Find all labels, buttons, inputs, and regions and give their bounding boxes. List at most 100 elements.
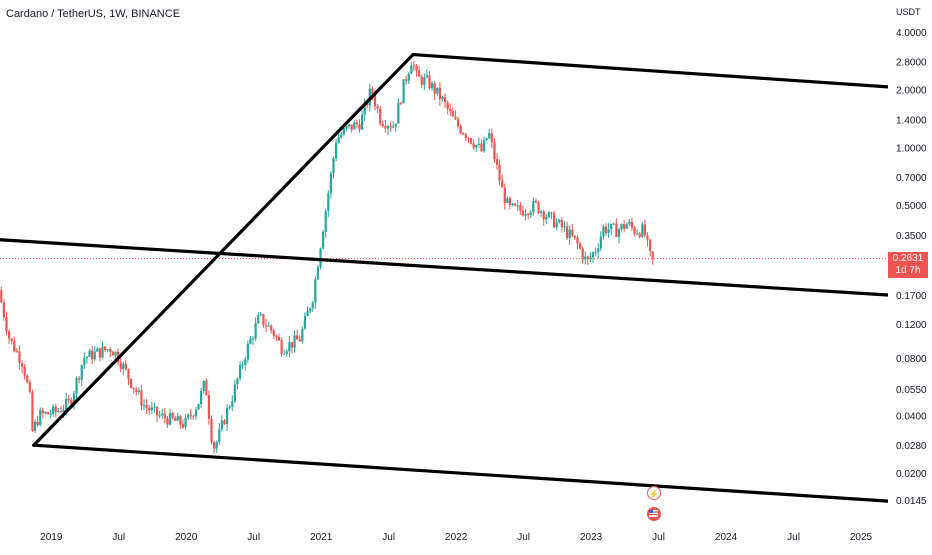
candle-body [589, 257, 592, 260]
candle [436, 87, 439, 96]
candle [490, 128, 493, 149]
candle [591, 251, 595, 264]
candle-body [428, 75, 431, 89]
candle [52, 404, 55, 418]
trendline[interactable] [32, 443, 888, 503]
price-tick-label: 0.0280 [896, 441, 927, 452]
candle-body [52, 406, 55, 415]
price-tick-label: 0.0400 [896, 411, 927, 422]
candle-body [451, 111, 454, 117]
candle-body [407, 73, 410, 81]
candle [18, 345, 21, 370]
candle [389, 121, 392, 132]
candle [384, 119, 387, 133]
candle-body [137, 390, 140, 392]
time-tick-label: Jul [517, 532, 531, 543]
candle-body [155, 406, 159, 416]
candle-body [75, 378, 78, 394]
candle [104, 346, 107, 352]
candle [324, 208, 327, 238]
candle-body [275, 335, 278, 337]
candle [521, 205, 525, 217]
candle-body [571, 229, 574, 236]
candle-body [389, 126, 392, 128]
price-tick-label: 2.8000 [896, 58, 927, 69]
trendline[interactable] [32, 52, 415, 447]
us-flag-icon[interactable] [647, 507, 661, 521]
candle [641, 221, 644, 238]
candle-body [568, 229, 571, 239]
candle-body [225, 407, 229, 425]
candle-body [462, 133, 465, 135]
candle-body [39, 410, 42, 425]
candle [602, 224, 605, 240]
trendline[interactable] [0, 238, 888, 297]
candle-body [560, 219, 563, 228]
candle [360, 109, 364, 131]
candle-body [350, 124, 353, 130]
candle [168, 408, 172, 426]
candle-body [7, 331, 11, 339]
candle [174, 415, 177, 421]
candle [270, 324, 273, 334]
candle [545, 214, 548, 224]
candle-body [298, 339, 301, 342]
candle-body [127, 369, 130, 379]
candle [376, 104, 379, 114]
time-axis[interactable]: 2019 Jul 2020 Jul 2021 Jul 2022 Jul 2023 Jul 2024 J… [0, 528, 888, 550]
candle [220, 415, 223, 432]
candle [560, 217, 563, 233]
candle-body [573, 235, 576, 238]
candle [314, 275, 317, 310]
candle [213, 440, 216, 454]
price-chart[interactable] [0, 0, 888, 528]
candle [111, 350, 114, 356]
candle [257, 312, 260, 324]
candle [210, 415, 213, 445]
candle-body [373, 94, 377, 107]
candle-body [168, 413, 172, 425]
candle-body [259, 314, 262, 316]
candle [119, 357, 122, 372]
candle-body [202, 380, 205, 391]
candle [472, 139, 475, 150]
candle-body [41, 410, 44, 414]
candle [98, 348, 102, 362]
candle [340, 131, 343, 139]
candle-body [322, 232, 325, 249]
candle [148, 404, 151, 416]
candle [179, 414, 182, 429]
candle-body [423, 77, 426, 85]
candle [127, 368, 130, 385]
candle [630, 217, 634, 232]
candle-body [555, 222, 558, 228]
lightning-icon[interactable]: ⚡ [647, 486, 661, 500]
candle [122, 361, 125, 376]
candle [568, 225, 571, 245]
candle-body [153, 406, 156, 408]
candle [137, 387, 140, 395]
candle [552, 210, 556, 229]
price-axis[interactable]: USDT 4.0000 2.8000 2.0000 1.4000 1.0000 0.700… [888, 0, 932, 550]
chart-area[interactable]: Cardano / TetherUS, 1W, BINANCE ⚡ [0, 0, 888, 528]
candle [418, 65, 421, 77]
candle-body [109, 349, 112, 352]
candle [534, 198, 538, 204]
candle [10, 337, 13, 345]
candle-body [436, 87, 439, 94]
candle [288, 335, 291, 358]
candle-body [651, 251, 654, 259]
candle [454, 110, 457, 121]
candle [303, 312, 307, 330]
candle-body [314, 279, 317, 303]
candle-body [148, 407, 151, 411]
trendline[interactable] [411, 52, 888, 89]
candle [280, 337, 283, 358]
candle-body [495, 158, 499, 165]
candle [142, 399, 146, 411]
candle-body [420, 76, 423, 85]
candle [155, 406, 159, 423]
candle-body [532, 200, 535, 213]
candle-body [33, 421, 37, 431]
candle [615, 218, 618, 238]
